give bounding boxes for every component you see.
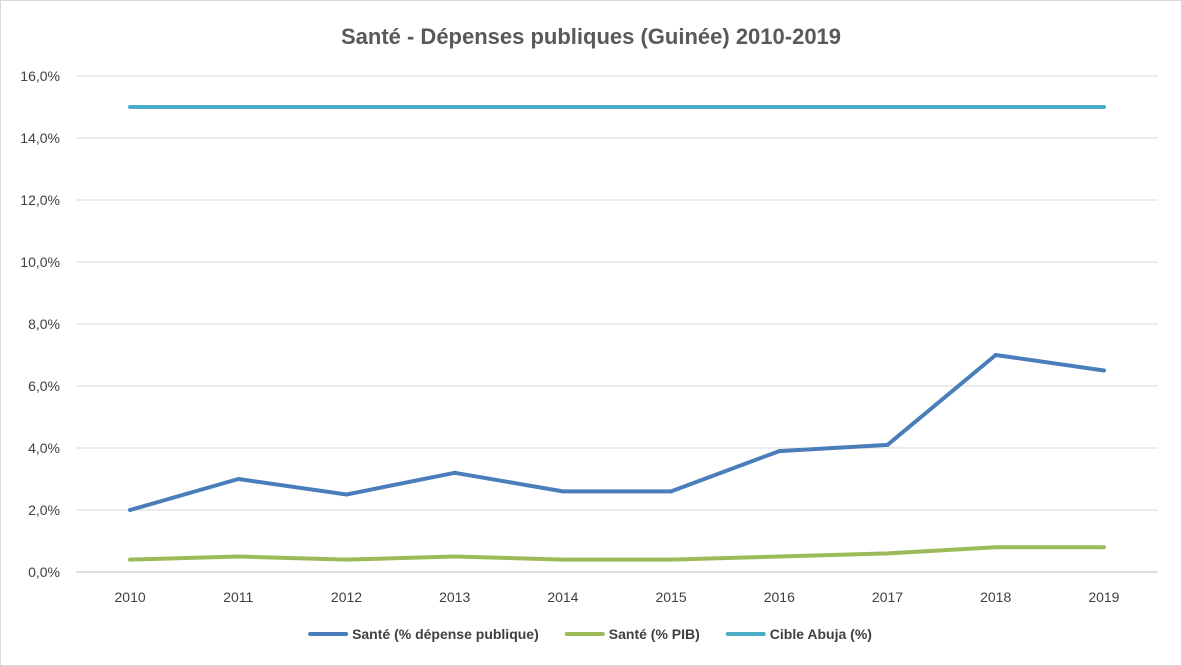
legend-label: Santé (% dépense publique) xyxy=(352,626,539,642)
gridlines xyxy=(76,75,1158,573)
data-point xyxy=(344,105,349,109)
x-tick-label: 2014 xyxy=(547,589,578,605)
data-point xyxy=(1101,105,1106,109)
x-tick-label: 2019 xyxy=(1088,589,1119,605)
x-tick-label: 2012 xyxy=(331,589,362,605)
data-point xyxy=(669,489,674,494)
chart-title: Santé - Dépenses publiques (Guinée) 2010… xyxy=(341,24,841,49)
data-point xyxy=(452,554,457,559)
legend-label: Cible Abuja (%) xyxy=(770,626,872,642)
y-tick-label: 12,0% xyxy=(20,192,60,208)
data-point xyxy=(344,492,349,497)
y-tick-label: 0,0% xyxy=(28,564,60,580)
data-point xyxy=(669,105,674,109)
legend-item: Santé (% dépense publique) xyxy=(308,626,539,642)
data-point xyxy=(777,105,782,109)
data-point xyxy=(560,105,565,109)
y-tick-label: 16,0% xyxy=(20,68,60,84)
data-point xyxy=(236,105,241,109)
data-point xyxy=(452,470,457,475)
data-point xyxy=(885,105,890,109)
data-point xyxy=(1101,545,1106,550)
x-axis-ticks: 2010 2011 2012 2013 2014 2015 2016 2017 2018 2019 xyxy=(115,589,1120,605)
series-line-2 xyxy=(128,545,1106,562)
series-lines xyxy=(128,105,1106,562)
y-tick-label: 8,0% xyxy=(28,316,60,332)
data-point xyxy=(560,557,565,562)
data-point xyxy=(560,489,565,494)
data-point xyxy=(885,442,890,447)
x-tick-label: 2015 xyxy=(656,589,687,605)
data-point xyxy=(452,105,457,109)
y-tick-label: 4,0% xyxy=(28,440,60,456)
x-tick-label: 2017 xyxy=(872,589,903,605)
data-point xyxy=(344,557,349,562)
data-point xyxy=(993,353,998,357)
x-tick-label: 2013 xyxy=(439,589,470,605)
series-line-1 xyxy=(128,353,1106,512)
data-point xyxy=(885,551,890,556)
x-tick-label: 2011 xyxy=(223,589,253,605)
data-point xyxy=(669,557,674,562)
legend: Santé (% dépense publique) Santé (% PIB) C… xyxy=(308,626,872,642)
data-point xyxy=(128,508,133,512)
y-tick-label: 10,0% xyxy=(20,254,60,270)
data-point xyxy=(993,545,998,550)
data-point xyxy=(777,554,782,559)
legend-item: Cible Abuja (%) xyxy=(725,626,872,642)
legend-item: Santé (% PIB) xyxy=(564,626,700,642)
y-tick-label: 14,0% xyxy=(20,130,60,146)
data-point xyxy=(993,105,998,109)
y-tick-label: 2,0% xyxy=(28,502,60,518)
data-point xyxy=(236,554,241,559)
data-point xyxy=(128,557,133,562)
data-point xyxy=(1101,368,1106,373)
x-tick-label: 2010 xyxy=(115,589,146,605)
data-point xyxy=(236,477,241,481)
data-point xyxy=(777,449,782,454)
x-tick-label: 2018 xyxy=(980,589,1011,605)
y-axis-ticks: 0,0% 2,0% 4,0% 6,0% 8,0% 10,0% 12,0% 14,0% 16,0% xyxy=(20,68,60,580)
legend-label: Santé (% PIB) xyxy=(609,626,700,642)
data-point xyxy=(128,105,133,109)
y-tick-label: 6,0% xyxy=(28,378,60,394)
x-tick-label: 2016 xyxy=(764,589,795,605)
